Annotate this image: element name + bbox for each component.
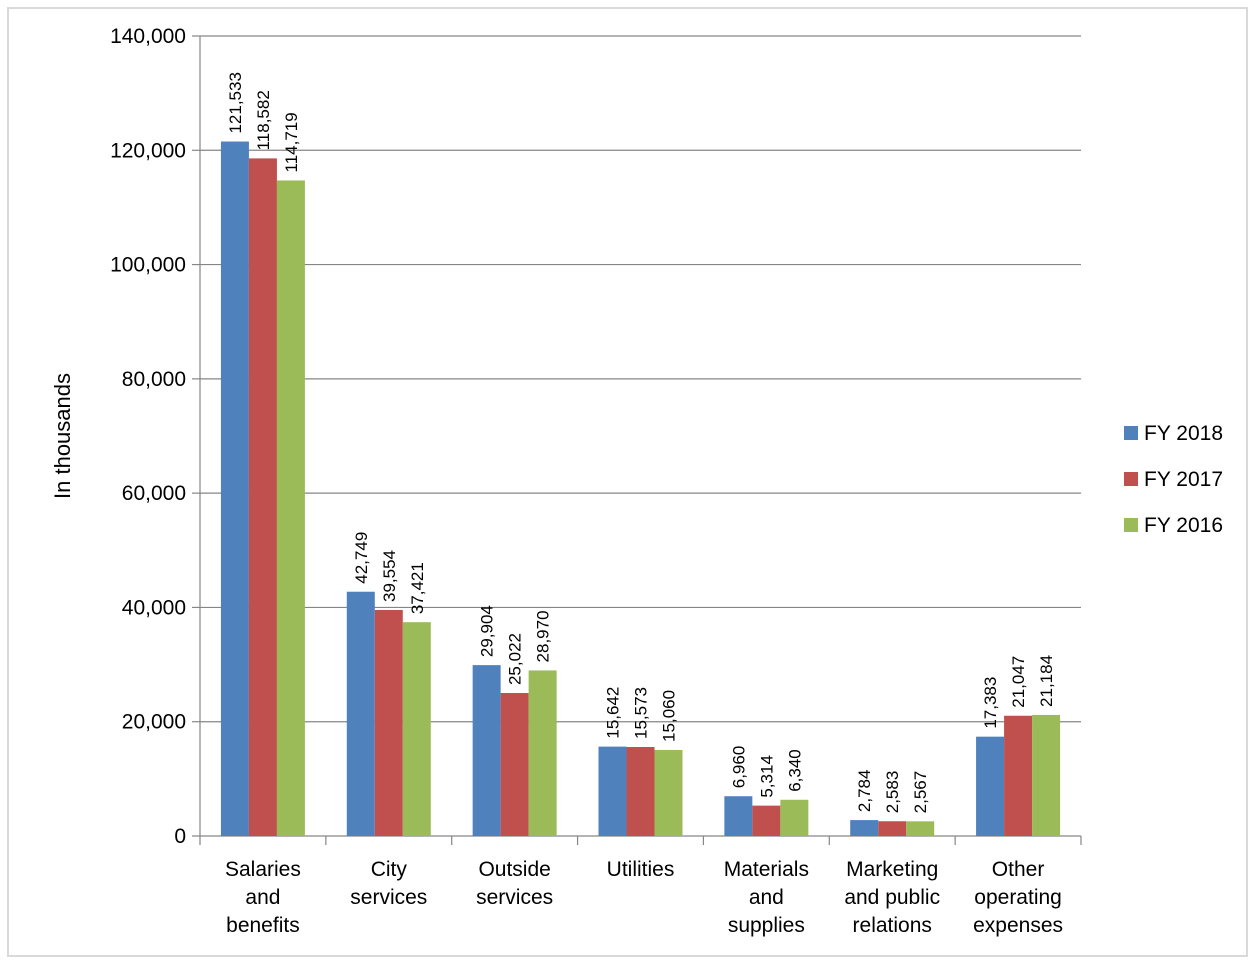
bar <box>626 747 655 836</box>
category-label-line: and <box>749 886 784 909</box>
legend-label: FY 2018 <box>1144 422 1223 445</box>
data-label: 6,960 <box>729 746 748 789</box>
category-label: City services <box>350 858 427 909</box>
legend-label: FY 2016 <box>1144 514 1223 537</box>
data-label: 2,583 <box>883 771 902 814</box>
bar <box>752 805 781 836</box>
category-label-line: and public <box>844 886 940 909</box>
data-label: 15,573 <box>632 687 651 739</box>
data-labels: 121,533 118,582 114,719 42,749 39,554 37,421 2… <box>226 72 1056 813</box>
data-label: 6,340 <box>785 749 804 792</box>
data-label: 28,970 <box>534 610 553 662</box>
bar <box>402 622 431 836</box>
y-tick-label: 140,000 <box>110 25 186 48</box>
data-label: 15,060 <box>660 690 679 742</box>
data-label: 114,719 <box>282 112 301 172</box>
y-tick-label: 20,000 <box>122 711 186 734</box>
data-label: 37,421 <box>408 562 427 614</box>
y-tick-label: 60,000 <box>122 482 186 505</box>
data-label: 2,784 <box>855 770 874 813</box>
category-label-line: Utilities <box>607 858 675 881</box>
category-label-line: operating <box>974 886 1062 909</box>
category-label: Marketing and public relations <box>844 858 940 937</box>
y-tick-label: 100,000 <box>110 254 186 277</box>
category-label-line: relations <box>853 914 932 937</box>
category-label-line: City <box>371 858 408 881</box>
bar <box>248 158 277 837</box>
legend[interactable]: FY 2018 FY 2017 FY 2016 <box>1124 422 1223 537</box>
data-label: 39,554 <box>380 550 399 602</box>
data-label: 21,184 <box>1037 655 1056 707</box>
category-label-line: Marketing <box>846 858 938 881</box>
y-axis-title: In thousands <box>50 373 75 499</box>
bar <box>1032 714 1061 836</box>
bar <box>878 821 907 836</box>
bar <box>276 180 305 836</box>
bar <box>1004 715 1033 836</box>
data-label: 118,582 <box>254 90 273 150</box>
legend-swatch <box>1124 472 1138 486</box>
category-label-line: Outside <box>478 858 550 881</box>
bar <box>500 693 529 836</box>
category-label: Other operating expenses <box>973 858 1063 937</box>
data-label: 17,383 <box>981 677 1000 729</box>
data-label: 29,904 <box>478 605 497 657</box>
category-label-line: supplies <box>728 914 805 937</box>
bar <box>906 821 935 836</box>
bar <box>374 609 403 836</box>
y-tick-label: 120,000 <box>110 139 186 162</box>
legend-item[interactable]: FY 2016 <box>1124 514 1223 537</box>
data-label: 21,047 <box>1009 656 1028 708</box>
bar <box>850 820 879 836</box>
bar <box>724 796 753 836</box>
category-label-line: benefits <box>226 914 300 937</box>
legend-item[interactable]: FY 2017 <box>1124 468 1223 491</box>
bar <box>528 670 557 836</box>
category-label-line: and <box>245 886 280 909</box>
bar <box>780 799 809 836</box>
bar <box>472 665 501 836</box>
bar <box>220 141 249 837</box>
category-labels: Salaries and benefits City services Outside se… <box>225 858 1063 937</box>
legend-label: FY 2017 <box>1144 468 1223 491</box>
category-label-line: expenses <box>973 914 1063 937</box>
legend-swatch <box>1124 518 1138 532</box>
bar <box>976 736 1005 836</box>
legend-item[interactable]: FY 2018 <box>1124 422 1223 445</box>
category-label-line: Materials <box>724 858 809 881</box>
y-tick-label: 80,000 <box>122 368 186 391</box>
bars <box>220 141 1061 837</box>
data-label: 121,533 <box>226 72 245 133</box>
data-label: 2,567 <box>911 771 930 814</box>
data-label: 25,022 <box>506 633 525 685</box>
category-label-line: services <box>350 886 427 909</box>
legend-swatch <box>1124 426 1138 440</box>
data-label: 5,314 <box>757 755 776 798</box>
bar <box>654 749 683 836</box>
category-label-line: services <box>476 886 553 909</box>
y-tick-label: 40,000 <box>122 596 186 619</box>
bar <box>598 746 627 836</box>
category-label: Materials and supplies <box>724 858 809 937</box>
bar <box>346 591 375 836</box>
category-label-line: Salaries <box>225 858 301 881</box>
y-tick-label: 0 <box>174 825 186 848</box>
y-tick-labels: 0 20,000 40,000 60,000 80,000 100,000 120,000 1… <box>110 25 186 848</box>
data-label: 42,749 <box>352 532 371 584</box>
data-label: 15,642 <box>604 687 623 739</box>
category-label-line: Other <box>992 858 1045 881</box>
category-label: Salaries and benefits <box>225 858 301 937</box>
category-label: Outside services <box>476 858 553 909</box>
category-label: Utilities <box>607 858 675 881</box>
